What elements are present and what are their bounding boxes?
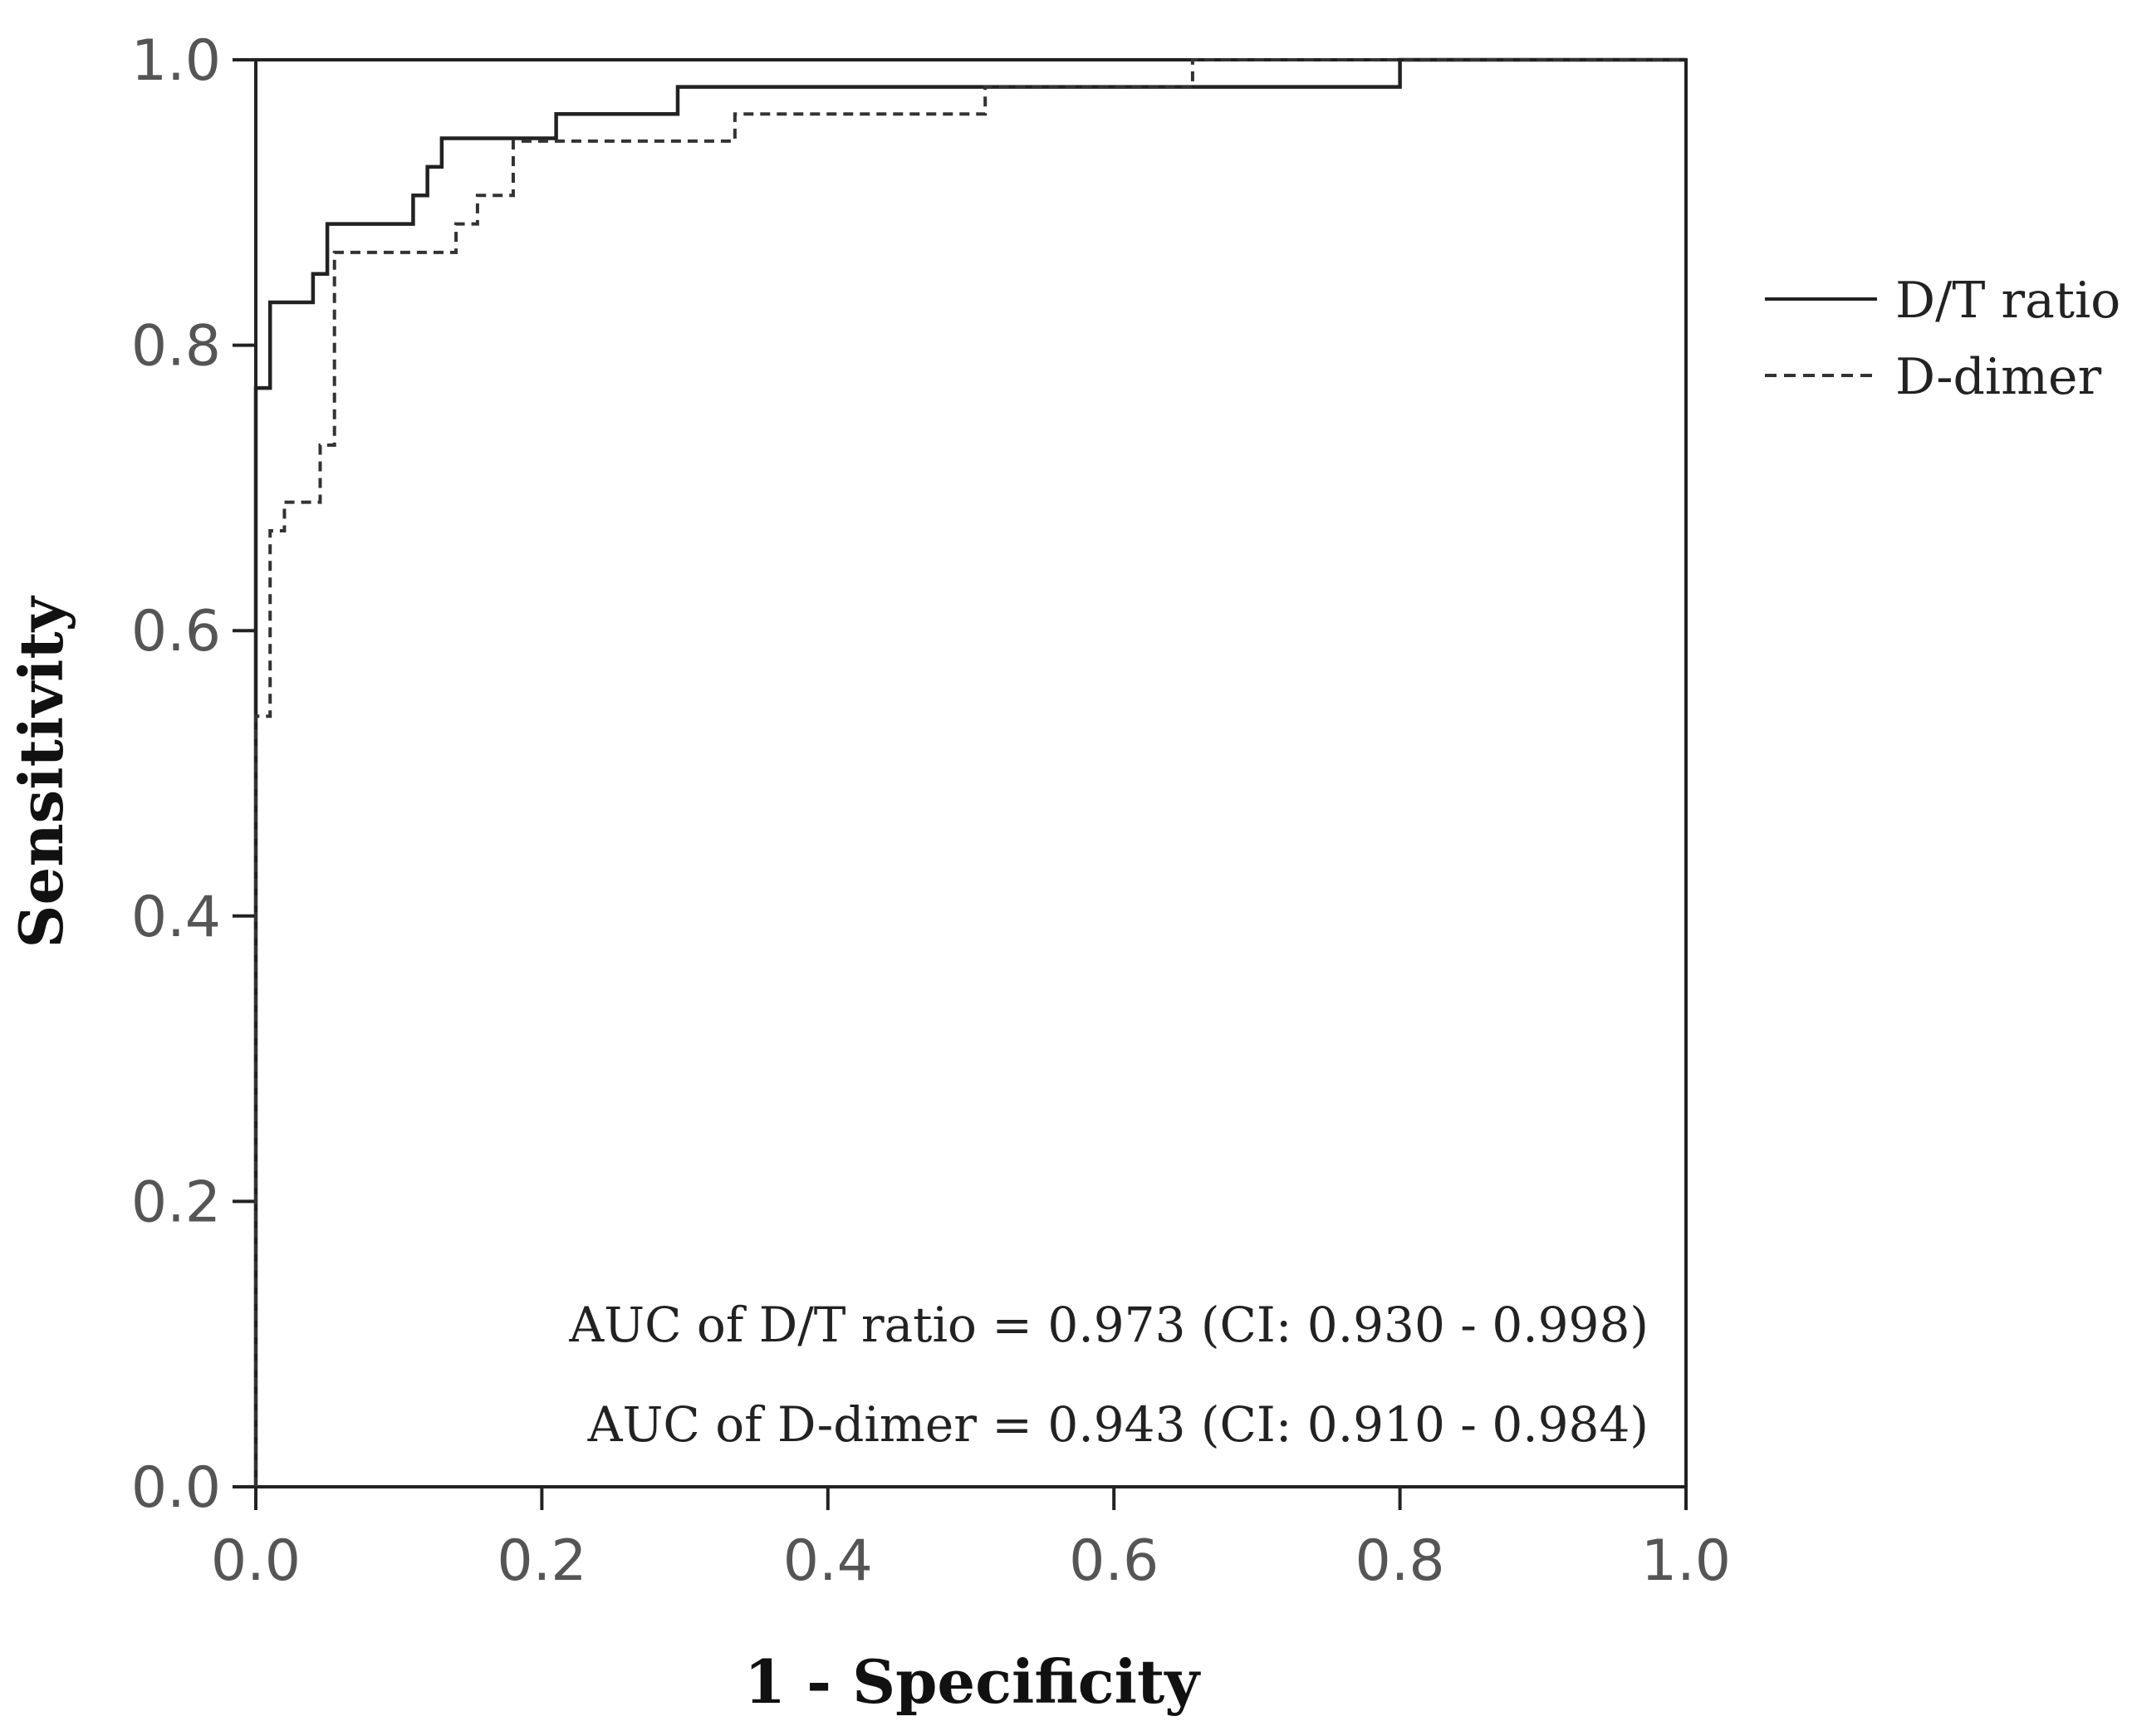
x-tick-label: 0.8: [1355, 1528, 1445, 1594]
y-tick-label: 0.6: [131, 599, 221, 664]
y-tick-label: 0.8: [131, 314, 221, 380]
x-tick-label: 0.6: [1069, 1528, 1159, 1594]
x-tick-label: 0.2: [497, 1528, 586, 1594]
y-tick-label: 0.4: [131, 885, 221, 950]
legend-label-dt-ratio: D/T ratio: [1895, 272, 2120, 330]
series-line-d-dimer: [254, 58, 1686, 1487]
x-tick-label: 1.0: [1641, 1528, 1731, 1594]
auc-annotation-d-dimer: AUC of D-dimer = 0.943 (CI: 0.910 - 0.98…: [587, 1396, 1649, 1453]
legend-label-d-dimer: D-dimer: [1895, 348, 2101, 406]
y-tick-label: 0.2: [131, 1170, 221, 1235]
series-line-d-t-ratio: [253, 57, 1686, 1487]
x-tick-label: 0.0: [211, 1528, 301, 1594]
plot-frame: [254, 58, 1688, 1488]
legend: D/T ratio D-dimer: [1765, 272, 2120, 406]
y-axis-title: Sensitivity: [6, 595, 76, 948]
y-tick-label: 1.0: [131, 28, 221, 94]
auc-annotation-dt-ratio: AUC of D/T ratio = 0.973 (CI: 0.930 - 0.…: [568, 1297, 1649, 1353]
series-layer: [253, 57, 1686, 1487]
axis-ticks: 0.0 0.2 0.4 0.6 0.8 1.0 0.0 0.2 0.4 0.6 0.8 1.0: [131, 28, 1731, 1594]
x-tick-label: 0.4: [783, 1528, 873, 1594]
y-tick-label: 0.0: [131, 1455, 221, 1521]
x-axis-title: 1 - Specificity: [744, 1646, 1201, 1717]
